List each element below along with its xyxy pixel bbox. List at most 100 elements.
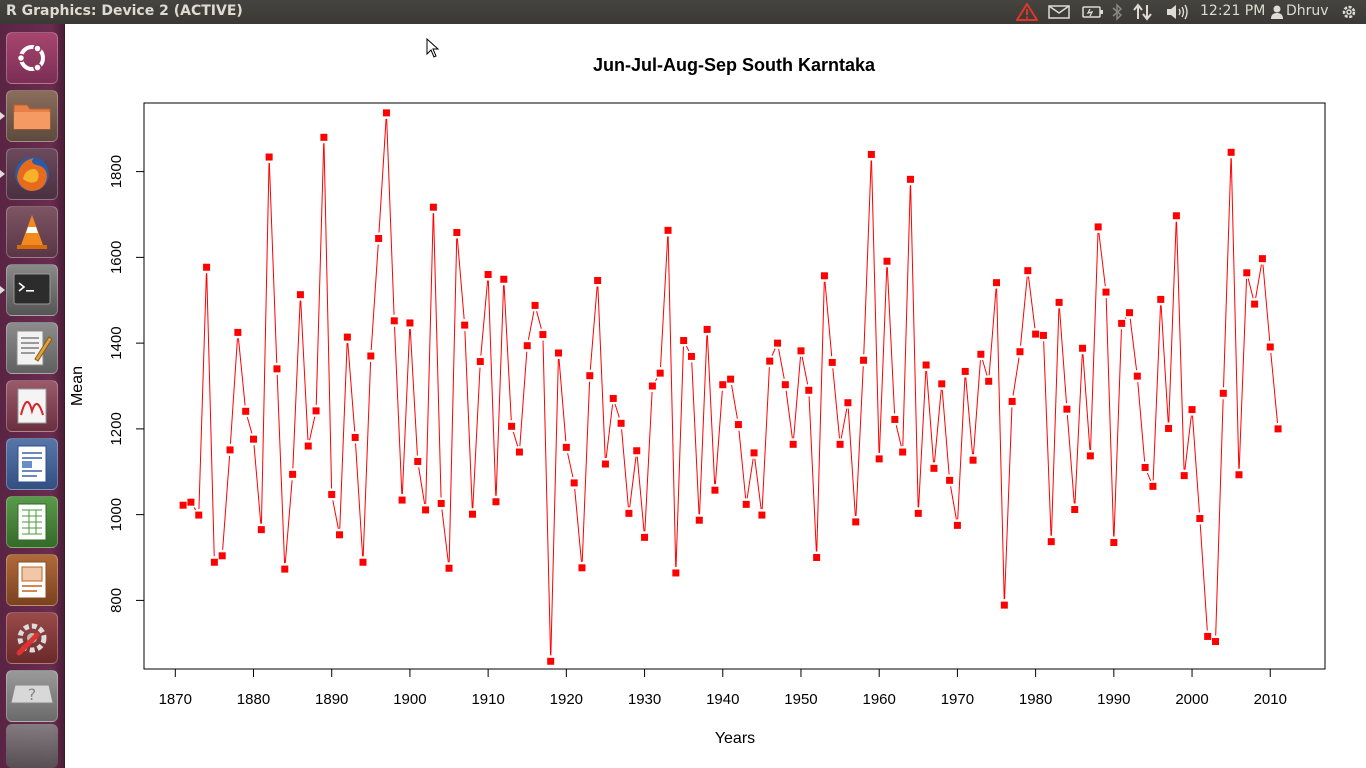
series-segment (1012, 357, 1020, 396)
data-point (547, 657, 555, 665)
writer-document-icon (17, 445, 47, 483)
series-segment (614, 404, 620, 418)
x-tick-label: 1970 (941, 691, 974, 708)
impress-launcher[interactable] (6, 554, 58, 606)
gear-icon[interactable] (1340, 3, 1358, 21)
calc-launcher[interactable] (6, 496, 58, 548)
series-segment (1066, 415, 1075, 504)
data-point (1196, 514, 1204, 522)
data-point (1266, 343, 1274, 351)
data-point (453, 228, 461, 236)
battery-icon[interactable] (1082, 5, 1104, 19)
series-segment (1191, 415, 1200, 513)
data-point (1141, 463, 1149, 471)
data-point (719, 381, 727, 389)
series-segment (339, 343, 348, 529)
writer-launcher[interactable] (6, 438, 58, 490)
series-segment (597, 286, 606, 459)
data-point (1172, 212, 1180, 220)
data-point (797, 347, 805, 355)
y-axis: 800 1000 1200 1400 1600 1800 (108, 155, 144, 613)
series-segment (487, 280, 497, 496)
data-point (523, 342, 531, 350)
x-tick-label: 1880 (237, 691, 270, 708)
series-segment (972, 360, 981, 455)
data-point (914, 509, 922, 517)
data-point (641, 533, 649, 541)
x-tick-label: 1990 (1097, 691, 1130, 708)
data-point (508, 422, 516, 430)
series-segment (824, 281, 833, 357)
network-icon[interactable] (1133, 3, 1153, 21)
chart-title: Jun-Jul-Aug-Sep South Karntaka (593, 55, 876, 75)
series-segment (198, 273, 207, 510)
presentation-icon (17, 561, 47, 599)
data-point (867, 150, 875, 158)
data-point (953, 521, 961, 529)
series-segment (996, 288, 1005, 600)
series-segment (1105, 298, 1115, 537)
data-point (789, 440, 797, 448)
bluetooth-icon[interactable] (1111, 3, 1123, 21)
data-point (1118, 319, 1126, 327)
data-point (860, 356, 868, 364)
series-segment (246, 416, 253, 434)
data-point (1165, 424, 1173, 432)
series-segment (941, 389, 950, 475)
data-point (468, 510, 476, 518)
series-segment (808, 396, 817, 552)
system-settings-launcher[interactable] (6, 612, 58, 664)
series-segment (1247, 278, 1254, 299)
data-point (422, 506, 430, 514)
data-point (680, 337, 688, 345)
data-point (242, 407, 250, 415)
data-point (985, 377, 993, 385)
x-tick-label: 1890 (315, 691, 348, 708)
series-segment (536, 311, 542, 329)
series-segment (878, 267, 888, 453)
data-point (445, 564, 453, 572)
series-segment (816, 281, 825, 552)
series-segment (222, 455, 231, 550)
unknown-app-launcher[interactable]: ? (6, 670, 58, 722)
series-segment (1137, 382, 1146, 462)
terminal-launcher[interactable] (6, 264, 58, 316)
data-point (836, 440, 844, 448)
data-point (922, 361, 930, 369)
data-point (813, 554, 821, 562)
series-segment (714, 390, 723, 485)
wrench-gear-icon (16, 623, 47, 656)
text-editor-launcher[interactable] (6, 322, 58, 374)
vlc-launcher[interactable] (6, 206, 58, 258)
stacked-launcher-items[interactable] (6, 724, 58, 768)
data-point (1008, 397, 1016, 405)
running-indicator (0, 112, 5, 120)
document-viewer-launcher[interactable] (6, 380, 58, 432)
mail-icon[interactable] (1048, 5, 1070, 19)
data-point (930, 464, 938, 472)
clock[interactable]: 12:21 PM (1200, 3, 1266, 19)
series-segment (691, 362, 700, 515)
series-segment (237, 338, 246, 406)
data-point (1086, 452, 1094, 460)
files-launcher[interactable] (6, 90, 58, 142)
y-tick-label: 1800 (108, 155, 125, 188)
data-point (1102, 288, 1110, 296)
data-point (249, 435, 257, 443)
series-segment (495, 285, 505, 496)
data-point (1204, 632, 1212, 640)
dash-home-button[interactable] (6, 32, 58, 84)
volume-icon[interactable] (1165, 3, 1189, 21)
traffic-cone-icon (17, 215, 47, 249)
user-name[interactable]: Dhruv (1286, 3, 1329, 19)
firefox-launcher[interactable] (6, 148, 58, 200)
data-point (296, 291, 304, 299)
series-segment (636, 456, 645, 532)
data-point (938, 380, 946, 388)
series-segment (1184, 415, 1192, 470)
warning-icon[interactable] (1016, 3, 1038, 21)
series-segment (253, 445, 262, 524)
data-point (375, 234, 383, 242)
series-segment (527, 311, 535, 340)
data-point (195, 511, 203, 519)
